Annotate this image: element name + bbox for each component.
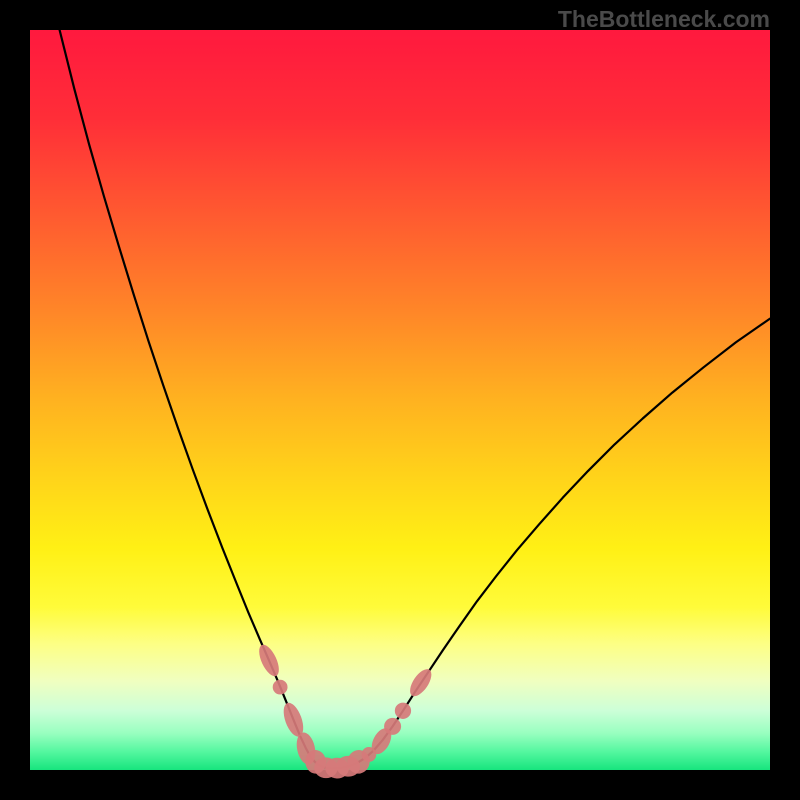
curve-marker xyxy=(395,703,411,719)
curve-marker xyxy=(384,718,401,735)
bottleneck-chart xyxy=(0,0,800,800)
chart-plot-area xyxy=(30,30,770,770)
chart-stage: TheBottleneck.com xyxy=(0,0,800,800)
curve-marker xyxy=(273,680,288,695)
